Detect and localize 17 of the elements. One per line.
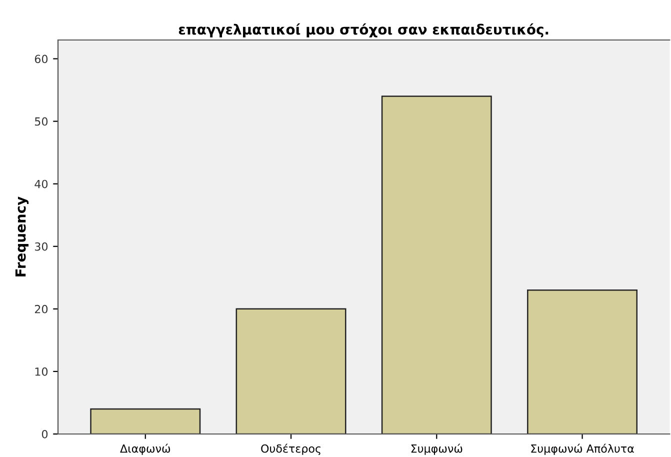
bar bbox=[236, 308, 346, 434]
x-tick-label: Διαφωνώ bbox=[120, 444, 170, 455]
bar bbox=[527, 290, 638, 434]
chart-title: επαγγελματικοί μου στόχοι σαν εκπαιδευτικός. bbox=[178, 23, 548, 38]
y-tick-label: 10 bbox=[35, 367, 48, 376]
x-tick-label: Ουδέτερος bbox=[261, 444, 320, 455]
y-tick-label: 40 bbox=[34, 180, 48, 188]
x-tick-label: Συμφωνώ bbox=[411, 444, 462, 455]
y-tick-label: 20 bbox=[34, 304, 48, 314]
y-tick-label: 0 bbox=[42, 430, 48, 438]
y-tick-label: 60 bbox=[34, 54, 48, 64]
x-tick-label: Συμφωνώ Απόλυτα bbox=[531, 444, 634, 455]
y-tick-label: 30 bbox=[34, 242, 48, 251]
bar bbox=[90, 408, 201, 434]
y-axis-title: Frequency bbox=[15, 196, 29, 276]
y-tick-label: 50 bbox=[34, 117, 48, 126]
bar bbox=[381, 96, 492, 434]
